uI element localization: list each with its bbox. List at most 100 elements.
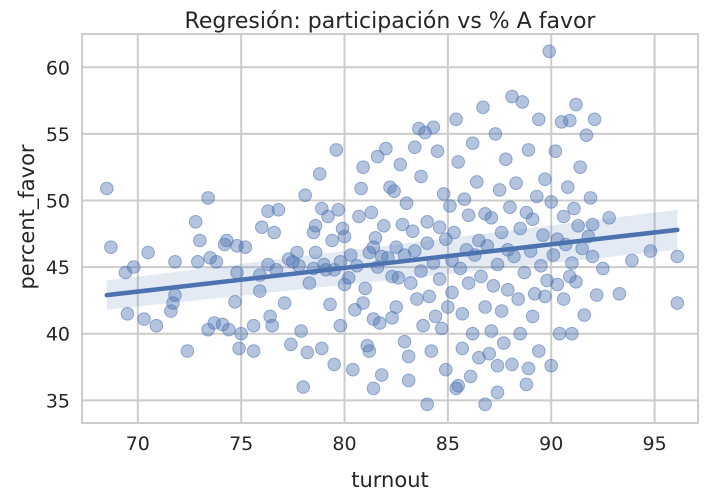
data-point	[403, 276, 418, 290]
data-point	[362, 344, 377, 358]
data-point	[352, 209, 366, 224]
data-point	[478, 397, 492, 412]
data-point	[569, 275, 583, 289]
x-axis-label: turnout	[351, 468, 429, 492]
data-point	[463, 369, 478, 384]
data-point	[565, 326, 579, 341]
data-point	[238, 240, 253, 254]
data-point	[426, 120, 441, 135]
y-tick-label: 55	[46, 124, 70, 146]
data-point	[379, 141, 393, 156]
data-point	[410, 292, 424, 306]
data-point	[532, 112, 546, 127]
data-point	[499, 152, 513, 166]
data-point	[515, 95, 530, 109]
data-point	[397, 334, 412, 349]
data-point	[265, 318, 280, 333]
data-point	[472, 233, 486, 248]
data-point	[453, 261, 468, 276]
data-point	[540, 273, 554, 288]
data-point	[252, 284, 267, 298]
data-point	[436, 187, 451, 201]
data-point	[670, 249, 685, 264]
data-point	[561, 180, 575, 194]
data-point	[232, 341, 246, 356]
data-point	[228, 295, 242, 309]
confidence-band	[106, 209, 678, 310]
data-point	[432, 272, 447, 286]
y-tick-label: 60	[46, 57, 70, 79]
x-tick-label: 90	[539, 433, 563, 455]
data-point	[546, 248, 561, 262]
plot-frame	[81, 33, 699, 424]
data-point	[465, 326, 480, 341]
y-tick-labels: 35 40 45 50 55 60	[46, 57, 70, 412]
data-point	[488, 127, 503, 141]
data-point	[193, 233, 207, 248]
data-point	[302, 276, 317, 290]
data-point	[577, 308, 592, 322]
data-point	[585, 217, 600, 232]
data-point	[188, 215, 203, 229]
data-point	[461, 276, 476, 290]
data-point	[346, 362, 360, 377]
data-point	[323, 297, 337, 312]
data-point	[341, 271, 356, 285]
x-tick-label: 70	[126, 433, 150, 455]
data-point	[327, 357, 342, 372]
data-point	[534, 259, 548, 273]
data-point	[416, 318, 430, 333]
data-point	[391, 271, 406, 285]
data-point	[300, 345, 315, 360]
data-point	[337, 277, 352, 292]
data-point	[315, 341, 329, 356]
data-point	[538, 172, 552, 186]
data-point	[308, 245, 323, 260]
data-point	[408, 140, 422, 154]
data-point	[602, 211, 616, 225]
data-point	[575, 241, 590, 256]
data-point	[643, 244, 658, 258]
data-point	[536, 228, 550, 242]
data-point	[405, 224, 420, 238]
data-point	[670, 296, 685, 310]
data-point	[478, 300, 492, 314]
y-tick-label: 35	[46, 390, 70, 412]
data-points	[100, 44, 685, 412]
data-point	[567, 201, 581, 216]
data-point	[118, 265, 133, 280]
data-point	[445, 285, 459, 300]
data-point	[271, 203, 286, 217]
data-point	[356, 160, 370, 174]
data-point	[434, 321, 449, 336]
data-point	[377, 219, 391, 233]
data-point	[104, 240, 118, 254]
data-point	[476, 100, 490, 115]
data-point	[420, 397, 435, 412]
data-point	[399, 196, 414, 210]
data-point	[207, 316, 222, 330]
data-point	[395, 217, 410, 232]
data-point	[457, 192, 472, 206]
data-point	[490, 385, 505, 400]
data-point	[596, 261, 610, 276]
data-point	[525, 212, 540, 226]
y-tick-label: 40	[46, 324, 70, 346]
data-point	[222, 322, 236, 337]
data-point	[532, 344, 546, 358]
data-point	[449, 112, 463, 127]
data-point	[494, 225, 509, 240]
data-point	[321, 209, 335, 224]
data-point	[490, 257, 505, 272]
data-point	[356, 296, 370, 310]
data-point	[277, 296, 292, 310]
data-point	[254, 220, 269, 234]
data-point	[519, 377, 534, 392]
data-point	[482, 346, 497, 361]
data-point	[296, 380, 311, 394]
data-point	[484, 324, 499, 338]
data-point	[571, 219, 585, 233]
data-point	[246, 344, 261, 358]
data-point	[521, 143, 536, 157]
data-point	[374, 368, 389, 382]
